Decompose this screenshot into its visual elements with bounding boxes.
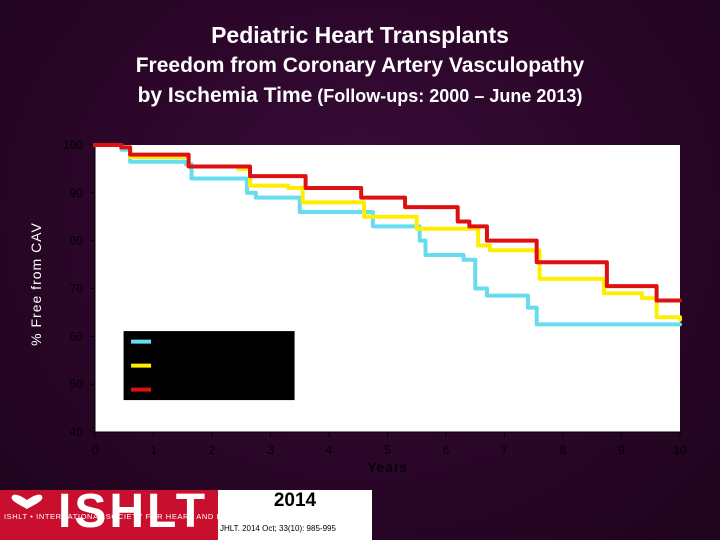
p-value-annotation: p = 0.0633 [121,285,178,299]
x-tick-label: 6 [443,443,450,457]
x-tick-label: 9 [618,443,625,457]
subtitle-main: by Ischemia Time [137,84,313,107]
report-year: 2014 [273,490,317,511]
x-tick-label: 5 [384,443,391,457]
y-tick-label: 50 [70,377,84,391]
x-tick-label: 4 [326,443,333,457]
citation-box: 2014 JHLT. 2014 Oct; 33(10): 985-995 [218,490,372,540]
y-tick-label: 60 [70,329,84,343]
x-tick-label: 7 [501,443,508,457]
series-line-1 [93,143,682,327]
legend [122,330,296,402]
x-tick-label: 8 [560,443,567,457]
logo-subtitle: ISHLT • INTERNATIONAL SOCIETY FOR HEART … [4,512,323,521]
ishlt-logo: ISHLT [0,490,218,540]
x-tick-label: 3 [267,443,274,457]
chart-subtitle: Freedom from Coronary Artery Vasculopath… [135,54,585,77]
legend-box [122,330,296,402]
y-tick-label: 40 [70,425,84,439]
subtitle-followups: (Follow-ups: 2000 – June 2013) [312,86,583,106]
x-axis-label: Years [367,459,407,475]
y-tick-label: 80 [70,234,84,248]
chart-title: Pediatric Heart Transplants [211,22,509,48]
heart-lung-icon [11,494,43,509]
x-tick-label: 10 [673,443,687,457]
y-tick-label: 90 [70,186,84,200]
y-ticks: 40 50 60 70 80 90 100 [63,138,96,439]
chart-subtitle-line2: by Ischemia Time (Follow-ups: 2000 – Jun… [0,84,720,108]
x-tick-label: 2 [209,443,216,457]
series-lines [93,143,682,327]
y-tick-label: 70 [70,282,84,296]
x-tick-label: 1 [150,443,157,457]
x-ticks: 0 1 2 3 4 5 6 7 8 9 10 [92,431,687,457]
citation: JHLT. 2014 Oct; 33(10): 985-995 [220,524,336,533]
x-tick-label: 0 [92,443,99,457]
series-line-3 [93,143,682,303]
y-tick-label: 100 [63,138,83,152]
logo-text: ISHLT [58,490,209,538]
